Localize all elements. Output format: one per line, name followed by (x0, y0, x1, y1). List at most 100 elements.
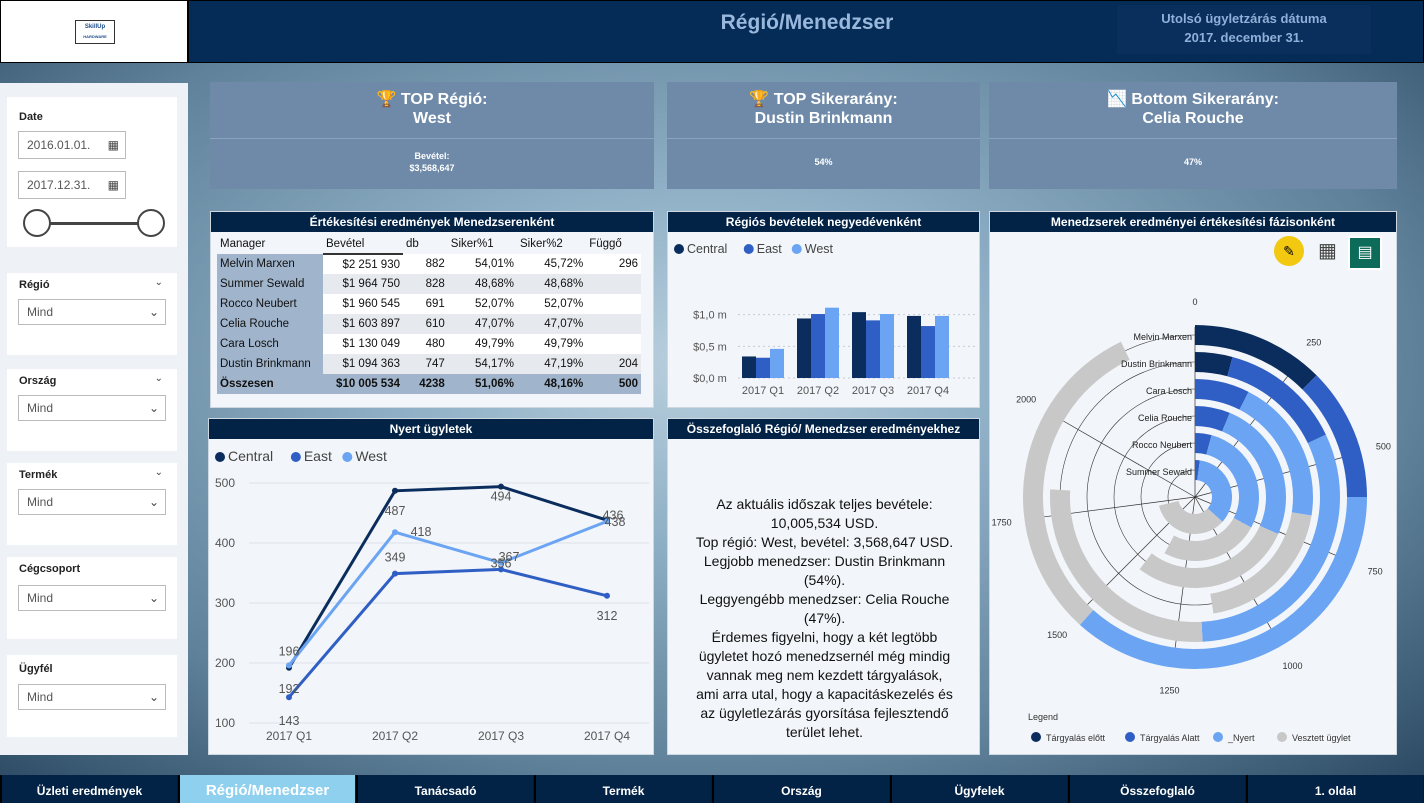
pencil-icon[interactable]: ✎ (1274, 236, 1304, 266)
total-cell: $10 005 534 (336, 378, 400, 390)
ugyfel-dropdown[interactable]: Mind ⌄ (18, 684, 166, 710)
legend-item[interactable]: Tárgyalás előtt (1031, 732, 1106, 743)
tab-termék[interactable]: Termék (534, 775, 711, 803)
table-row[interactable]: Rocco Neubert $1 960 545 691 52,07% 52,07% (217, 294, 641, 314)
radial-bar-segment[interactable] (1195, 460, 1200, 481)
radial-bar-segment[interactable] (1302, 375, 1367, 497)
legend-item[interactable]: East (743, 242, 783, 256)
smart-narrative-icon[interactable]: ▤ (1348, 236, 1382, 270)
table-row[interactable]: Celia Rouche $1 603 897 610 47,07% 47,07% (217, 314, 641, 334)
radial-bar-segment[interactable] (1201, 434, 1340, 642)
radial-bar-segment[interactable] (1206, 435, 1259, 528)
chevron-down-icon[interactable]: ⌄ (154, 277, 163, 288)
tab-1-oldal[interactable]: 1. oldal (1246, 775, 1423, 803)
table-row[interactable]: Cara Losch $1 130 049 480 49,79% 49,79% (217, 334, 641, 354)
data-point[interactable] (498, 566, 504, 573)
chevron-down-icon[interactable]: ⌄ (154, 373, 163, 384)
bar[interactable] (825, 307, 839, 378)
data-point[interactable] (286, 694, 292, 701)
data-point[interactable] (392, 529, 398, 536)
bar[interactable] (756, 357, 770, 378)
bar[interactable] (880, 314, 894, 378)
radial-bar-segment[interactable] (1050, 489, 1203, 642)
radial-bar-segment[interactable] (1195, 406, 1230, 432)
data-point[interactable] (392, 487, 398, 494)
date-from-input[interactable]: 2016.01.01. ▦ (18, 131, 126, 159)
legend-item[interactable]: _Nyert (1213, 732, 1255, 743)
data-point[interactable] (604, 592, 610, 599)
table-row[interactable]: Melvin Marxen $2 251 930 882 54,01% 45,72% 29… (217, 254, 641, 274)
tab-üzleti-eredmények[interactable]: Üzleti eredmények (0, 775, 177, 803)
bar[interactable] (852, 312, 866, 378)
radial-bar-segment[interactable] (1227, 356, 1326, 444)
bar[interactable] (921, 326, 935, 378)
tab-ügyfelek[interactable]: Ügyfelek (890, 775, 1067, 803)
legend-item[interactable]: Central (215, 448, 273, 464)
column-header[interactable]: Bevétel (323, 234, 403, 255)
legend-item[interactable]: East (290, 448, 332, 464)
date-to-input[interactable]: 2017.12.31. ▦ (18, 171, 126, 199)
radial-bar-segment[interactable] (1139, 525, 1279, 588)
tab-régió-menedzser[interactable]: Régió/Menedzser (178, 775, 355, 803)
column-header[interactable]: Siker%1 (450, 238, 494, 250)
column-header[interactable]: Siker%2 (520, 238, 563, 250)
chevron-down-icon[interactable]: ⌄ (154, 467, 163, 478)
bar[interactable] (742, 356, 756, 378)
radial-bar-segment[interactable] (1159, 500, 1223, 534)
legend-item[interactable]: Central (674, 242, 727, 256)
bar[interactable] (907, 315, 921, 378)
bar[interactable] (935, 315, 949, 378)
radial-bar-segment[interactable] (1197, 460, 1232, 522)
data-point[interactable] (498, 483, 504, 490)
table-cell: 480 (425, 338, 445, 350)
column-header[interactable]: Függő (589, 238, 622, 250)
legend-item[interactable]: West (791, 242, 834, 256)
column-header[interactable]: db (406, 238, 419, 250)
regio-dropdown[interactable]: Mind ⌄ (18, 299, 166, 325)
bar[interactable] (866, 320, 880, 378)
legend-item[interactable]: Tárgyalás Alatt (1125, 732, 1200, 743)
calendar-icon[interactable]: ▦ (107, 178, 119, 192)
series-line[interactable] (287, 485, 608, 669)
radial-bar-segment[interactable] (1195, 379, 1249, 410)
table-grid-icon[interactable]: ▦ (1318, 240, 1337, 262)
manager-name-cell: Summer Sewald (217, 274, 323, 294)
legend-item[interactable]: West (342, 448, 387, 464)
tab-tanácsadó[interactable]: Tanácsadó (356, 775, 533, 803)
chevron-down-icon: ⌄ (148, 690, 159, 704)
table-row[interactable]: Dustin Brinkmann $1 094 363 747 54,17% 47,19… (217, 354, 641, 374)
table-cell (586, 314, 641, 334)
radial-bar-segment[interactable] (1079, 497, 1367, 669)
radial-bar-segment[interactable] (1164, 517, 1252, 561)
tab-ország[interactable]: Ország (712, 775, 889, 803)
radial-bar-segment[interactable] (1195, 433, 1212, 455)
data-point[interactable] (604, 518, 610, 525)
data-point[interactable] (286, 662, 292, 669)
radial-bar-segment[interactable] (1239, 391, 1313, 516)
radial-bar-segment[interactable] (1023, 341, 1130, 625)
bar[interactable] (770, 348, 784, 378)
radial-bar-segment[interactable] (1222, 412, 1286, 535)
date-slider-track[interactable] (35, 222, 151, 225)
data-point[interactable] (392, 570, 398, 577)
column-header[interactable]: Manager (220, 238, 266, 250)
radial-bar-segment[interactable] (1210, 512, 1312, 614)
data-point[interactable] (498, 559, 504, 566)
series-line[interactable] (287, 567, 608, 699)
radial-bar-segment[interactable] (1195, 325, 1317, 390)
date-slider-start-handle[interactable] (23, 209, 51, 237)
radial-bar-segment[interactable] (1195, 352, 1233, 377)
legend-item[interactable]: Vesztett ügylet (1277, 732, 1351, 743)
table-row[interactable]: Summer Sewald $1 964 750 828 48,68% 48,68% (217, 274, 641, 294)
calendar-icon[interactable]: ▦ (107, 138, 119, 152)
date-slider-end-handle[interactable] (137, 209, 165, 237)
tab-összefoglaló[interactable]: Összefoglaló (1068, 775, 1245, 803)
series-line[interactable] (287, 520, 608, 667)
bar[interactable] (811, 314, 825, 378)
cegcsoport-dropdown[interactable]: Mind ⌄ (18, 585, 166, 611)
bar[interactable] (797, 318, 811, 378)
orszag-dropdown[interactable]: Mind ⌄ (18, 395, 166, 421)
legend-label: West (355, 448, 387, 464)
orszag-value: Mind (27, 401, 54, 415)
termek-dropdown[interactable]: Mind ⌄ (18, 489, 166, 515)
